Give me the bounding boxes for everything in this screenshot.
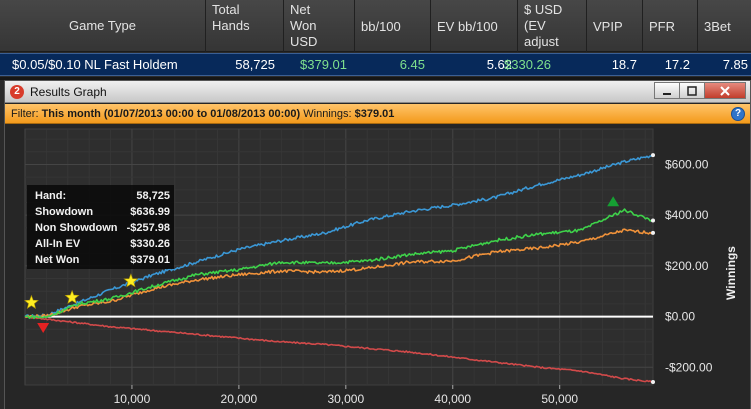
cell-game-type: $0.05/$0.10 NL Fast Holdem <box>12 57 178 72</box>
filter-label: Filter: <box>11 108 39 120</box>
y-tick-label-0: $600.00 <box>665 157 709 171</box>
filter-bar[interactable]: Filter: This month (01/07/2013 00:00 to … <box>5 104 750 124</box>
col-header-game-type[interactable]: Game Type <box>0 0 206 52</box>
y-axis-label: Winnings <box>724 246 738 300</box>
graph-legend: Hand: 58,725 Showdown $636.99 Non Showdo… <box>27 185 174 269</box>
legend-value-hands: 58,725 <box>136 190 170 202</box>
series-endpoint-non-showdown <box>651 379 655 384</box>
legend-value-showdown: $636.99 <box>130 206 170 218</box>
y-tick-label-3: $0.00 <box>665 310 695 324</box>
col-header-usd-ev[interactable]: $ USD (EV adjust <box>518 0 587 52</box>
cell-3bet: 7.85 <box>722 57 748 72</box>
cell-total-hands: 58,725 <box>235 57 275 72</box>
close-glyph <box>720 85 730 96</box>
legend-value-net-won: $379.01 <box>130 254 170 266</box>
cell-ev-bb100: 5.62 <box>486 57 512 72</box>
maximize-glyph <box>687 85 697 96</box>
x-tick-label-0: 10,000 <box>114 392 151 406</box>
legend-label-hands: Hand: <box>35 190 67 202</box>
y-tick-label-2: $200.00 <box>665 259 709 273</box>
window-controls <box>654 82 746 100</box>
triangle-down-marker <box>37 322 50 333</box>
star-marker-0 <box>24 294 39 309</box>
y-tick-label-1: $400.00 <box>665 208 709 222</box>
series-endpoint-showdown <box>651 153 655 158</box>
help-icon[interactable]: ? <box>731 107 745 121</box>
cell-vpip: 18.7 <box>611 57 637 72</box>
winnings-value: $379.01 <box>354 108 395 120</box>
col-header-pfr[interactable]: PFR <box>643 0 698 52</box>
legend-value-allin-ev: $330.26 <box>130 238 170 250</box>
cell-net-won: $379.01 <box>300 57 347 72</box>
col-header-bb100[interactable]: bb/100 <box>355 0 431 52</box>
stats-table-header: Game Type Total Hands Net Won USD bb/100 EV… <box>0 0 751 52</box>
y-tick-label-4: -$200.00 <box>665 360 713 374</box>
x-tick-label-4: 50,000 <box>541 392 578 406</box>
window-title: Results Graph <box>30 85 107 99</box>
divider <box>0 77 751 80</box>
series-endpoint-net-won <box>651 218 655 223</box>
cell-bb100: 6.45 <box>399 57 425 72</box>
triangle-up-marker <box>607 196 620 207</box>
series-line-net-won <box>24 208 654 320</box>
legend-label-allin-ev: All-In EV <box>35 238 81 250</box>
col-header-net-won[interactable]: Net Won USD <box>284 0 355 52</box>
series-endpoint-allin-ev <box>651 230 655 235</box>
col-header-total-hands[interactable]: Total Hands <box>206 0 284 52</box>
results-graph-window: 2 Results Graph Filter: This month (01/0… <box>4 80 751 409</box>
col-header-vpip[interactable]: VPIP <box>587 0 643 52</box>
maximize-icon[interactable] <box>679 82 705 99</box>
series-line-non-showdown <box>24 315 654 383</box>
filter-value: This month (01/07/2013 00:00 to 01/08/20… <box>41 108 301 120</box>
x-tick-label-2: 30,000 <box>327 392 364 406</box>
x-tick-label-3: 40,000 <box>434 392 471 406</box>
col-header-3bet[interactable]: 3Bet <box>704 19 731 34</box>
close-icon[interactable] <box>704 82 746 99</box>
minimize-icon[interactable] <box>654 82 680 99</box>
col-header-ev-bb100[interactable]: EV bb/100 <box>431 0 518 52</box>
window-titlebar[interactable]: 2 Results Graph <box>5 81 750 103</box>
star-marker-2 <box>123 273 139 288</box>
winnings-label: Winnings: <box>303 108 352 120</box>
cell-pfr: 17.2 <box>664 57 690 72</box>
x-tick-label-1: 20,000 <box>221 392 258 406</box>
legend-label-non-showdown: Non Showdown <box>35 222 118 234</box>
series-line-allin-ev <box>24 228 654 319</box>
cell-usd-ev: $330.26 <box>504 57 551 72</box>
legend-label-net-won: Net Won <box>35 254 80 266</box>
window-number-badge: 2 <box>10 85 24 99</box>
table-row[interactable]: $0.05/$0.10 NL Fast Holdem 58,725 $379.0… <box>0 53 751 76</box>
minimize-glyph <box>663 92 671 95</box>
legend-value-non-showdown: -$257.98 <box>126 222 170 234</box>
legend-label-showdown: Showdown <box>35 206 94 218</box>
star-marker-1 <box>64 289 80 304</box>
